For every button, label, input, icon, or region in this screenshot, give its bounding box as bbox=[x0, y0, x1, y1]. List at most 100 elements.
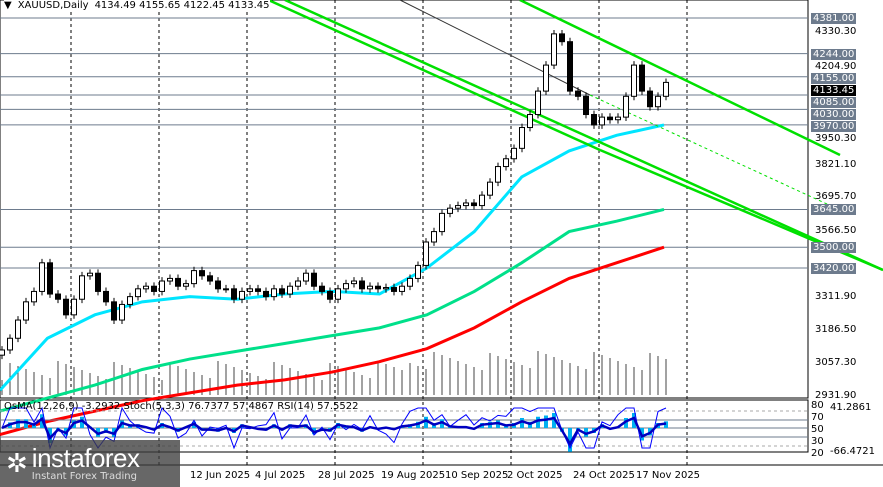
candle-body bbox=[183, 283, 189, 287]
candle-body bbox=[263, 290, 269, 298]
indicator-tick: 41.2861 bbox=[830, 402, 872, 413]
candle-body bbox=[143, 285, 149, 290]
candle-body bbox=[319, 285, 325, 292]
candle-body bbox=[399, 285, 405, 292]
candle-body bbox=[359, 280, 365, 290]
candle-body bbox=[647, 90, 653, 108]
candle-body bbox=[503, 158, 509, 168]
candle-body bbox=[519, 127, 525, 149]
candle-body bbox=[135, 288, 141, 298]
indicator-tick: -66.4721 bbox=[830, 446, 875, 457]
indicator-label: OsMA(12,26,9) -3.2932 Stoch(5,3,3) 76.73… bbox=[4, 401, 359, 412]
level-label: 3970.00 bbox=[811, 120, 857, 132]
candle-body bbox=[271, 288, 277, 298]
price-tick: 3186.50 bbox=[815, 323, 857, 335]
date-label: 19 Aug 2025 bbox=[381, 470, 446, 481]
indicator-tick: 20 bbox=[811, 448, 824, 459]
logo-name: instaforex bbox=[31, 443, 140, 473]
indicator-pane-border bbox=[0, 399, 809, 453]
candle-body bbox=[351, 280, 357, 285]
level-label: 4244.00 bbox=[811, 48, 857, 60]
level-label: 4381.00 bbox=[811, 13, 857, 24]
channel-line bbox=[399, 0, 591, 96]
candle-body bbox=[0, 349, 5, 356]
date-label: 2 Oct 2025 bbox=[507, 470, 563, 481]
candle-body bbox=[55, 293, 61, 300]
candle-body bbox=[527, 114, 533, 129]
candle-body bbox=[215, 280, 221, 290]
price-tick: 2931.90 bbox=[815, 390, 857, 401]
candle-body bbox=[567, 41, 573, 92]
candle-body bbox=[87, 272, 93, 277]
dropdown-arrow-icon[interactable]: ▼ bbox=[4, 0, 12, 11]
level-label: 3500.00 bbox=[811, 242, 857, 254]
main-pane-border bbox=[0, 0, 809, 399]
price-tick: 3057.30 bbox=[815, 357, 857, 369]
candle-body bbox=[119, 303, 125, 321]
candle-body bbox=[231, 288, 237, 300]
candle-body bbox=[287, 285, 293, 295]
date-label: 17 Nov 2025 bbox=[636, 470, 701, 481]
candle-body bbox=[455, 205, 461, 209]
candle-body bbox=[543, 64, 549, 92]
trend-line bbox=[284, 0, 883, 272]
candle-body bbox=[423, 241, 429, 266]
level-label: 4030.00 bbox=[811, 108, 857, 120]
moving-average-line bbox=[0, 123, 665, 392]
candle-body bbox=[375, 285, 381, 290]
candle-body bbox=[535, 90, 541, 116]
candle-body bbox=[303, 272, 309, 282]
candle-body bbox=[615, 116, 621, 121]
price-tick: 3566.50 bbox=[815, 224, 857, 236]
candle-body bbox=[63, 298, 69, 316]
candle-body bbox=[495, 166, 501, 183]
logo-icon: ✲ bbox=[6, 448, 28, 479]
candle-body bbox=[167, 277, 173, 282]
level-label: 4155.00 bbox=[811, 72, 857, 84]
symbol-label: XAUUSD,Daily bbox=[17, 0, 89, 11]
date-label: 24 Oct 2025 bbox=[573, 470, 635, 481]
date-label: 12 Jun 2025 bbox=[190, 470, 251, 481]
candle-body bbox=[311, 272, 317, 287]
candle-body bbox=[623, 95, 629, 118]
date-label: 4 Jul 2025 bbox=[255, 470, 306, 481]
level-label: 3420.00 bbox=[811, 263, 857, 274]
candle-body bbox=[103, 290, 109, 303]
candle-body bbox=[463, 202, 469, 207]
candle-body bbox=[247, 288, 253, 292]
candle-body bbox=[487, 181, 493, 196]
candle-body bbox=[655, 95, 661, 108]
candle-body bbox=[583, 95, 589, 116]
trend-line bbox=[519, 0, 841, 157]
candle-body bbox=[71, 298, 77, 316]
candle-body bbox=[439, 212, 445, 233]
candle-body bbox=[31, 290, 37, 303]
candle-body bbox=[431, 231, 437, 243]
candle-body bbox=[447, 207, 453, 214]
candle-body bbox=[223, 288, 229, 291]
candle-body bbox=[607, 116, 613, 121]
price-tick: 4204.90 bbox=[815, 60, 857, 72]
candle-body bbox=[383, 287, 389, 290]
candle-body bbox=[191, 270, 197, 285]
candle-body bbox=[127, 296, 133, 305]
candle-body bbox=[631, 64, 637, 97]
price-tick: 4330.30 bbox=[815, 26, 857, 38]
instaforex-logo: ✲ instaforex Instant Forex Trading bbox=[0, 440, 180, 487]
candle-body bbox=[327, 290, 333, 300]
channel-line-dashed bbox=[589, 94, 841, 211]
candle-body bbox=[239, 290, 245, 300]
candle-body bbox=[23, 301, 29, 321]
ohlc-values: 4134.49 4155.65 4122.45 4133.45 bbox=[94, 0, 270, 11]
candle-body bbox=[39, 262, 45, 292]
candle-body bbox=[663, 81, 669, 97]
rsi-line bbox=[1, 416, 667, 447]
candle-body bbox=[335, 288, 341, 300]
candle-body bbox=[279, 288, 285, 295]
candle-body bbox=[415, 264, 421, 279]
indicator-tick: 70 bbox=[811, 412, 824, 423]
candle-body bbox=[79, 275, 85, 300]
candle-body bbox=[151, 285, 157, 292]
candle-body bbox=[639, 64, 645, 92]
